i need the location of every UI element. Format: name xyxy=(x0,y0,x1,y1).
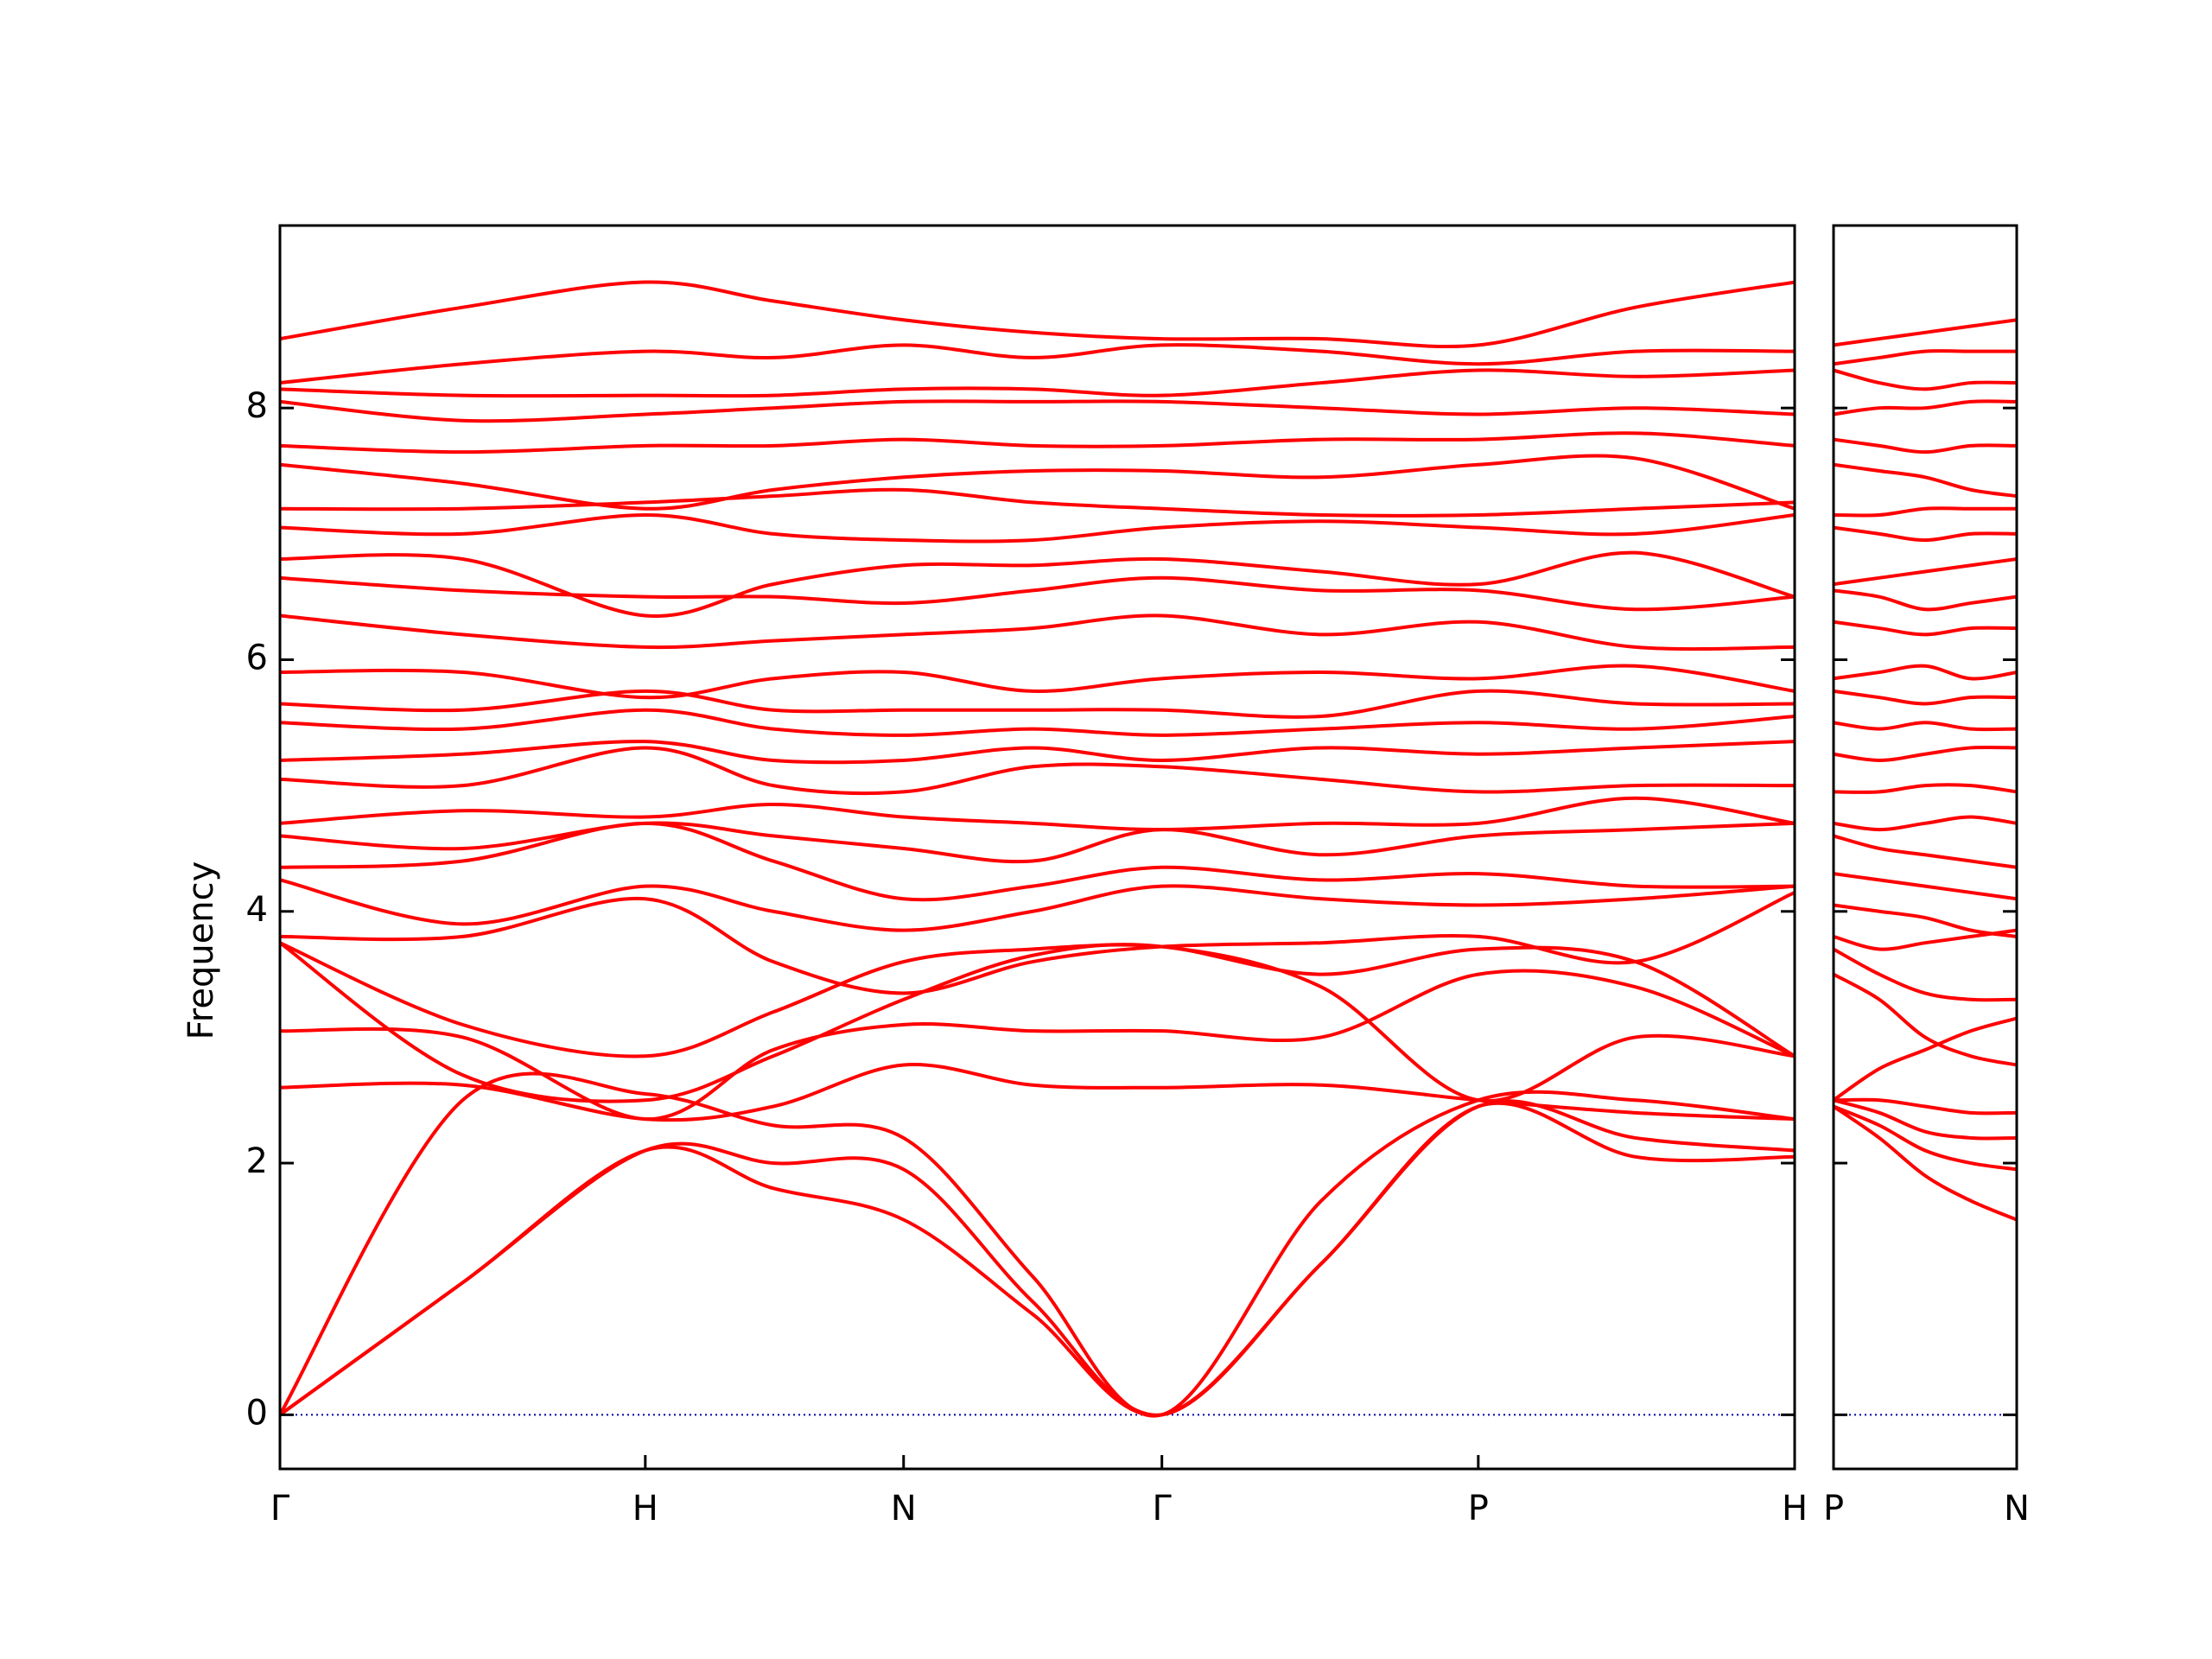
band-line xyxy=(1834,462,2017,499)
band-line xyxy=(280,664,1795,700)
band-line xyxy=(1834,1104,2017,1222)
band-line xyxy=(1834,1104,2017,1172)
band-line xyxy=(1834,745,2017,762)
x-tick-label: H xyxy=(1782,1489,1808,1529)
band-line xyxy=(1834,318,2017,347)
x-tick-label: Γ xyxy=(270,1489,290,1529)
band-line xyxy=(1834,588,2017,612)
band-line xyxy=(280,343,1795,385)
band-line xyxy=(1834,664,2017,681)
band-line xyxy=(280,796,1795,832)
band-line xyxy=(1834,815,2017,832)
band-line xyxy=(1834,349,2017,366)
band-line xyxy=(280,431,1795,454)
band-line xyxy=(280,280,1795,349)
x-tick-label: N xyxy=(2004,1489,2030,1529)
band-line xyxy=(1834,947,2017,1002)
band-line xyxy=(1834,1098,2017,1141)
band-line xyxy=(1834,399,2017,416)
plot-area xyxy=(280,280,1795,1418)
band-line xyxy=(280,1062,1795,1122)
y-tick-label: 8 xyxy=(246,386,268,426)
x-tick-label: Γ xyxy=(1153,1489,1173,1529)
band-line xyxy=(1834,928,2017,951)
axes-frame xyxy=(1832,224,2018,1471)
band-line xyxy=(1834,437,2017,454)
band-line xyxy=(280,454,1795,511)
band-line xyxy=(1834,721,2017,732)
band-line xyxy=(1834,1097,2017,1116)
band-line xyxy=(1834,525,2017,543)
band-line xyxy=(280,689,1795,719)
band-line xyxy=(280,368,1795,398)
band-line xyxy=(1834,872,2017,901)
band-line xyxy=(1834,506,2017,518)
band-line xyxy=(280,1101,1795,1417)
band-line xyxy=(280,487,1795,518)
band-line xyxy=(280,821,1795,902)
band-line xyxy=(280,746,1795,796)
y-tick-label: 6 xyxy=(246,638,268,677)
band-line xyxy=(1834,903,2017,938)
band-line xyxy=(1834,368,2017,391)
band-line xyxy=(1834,1016,2017,1102)
band-line xyxy=(1834,689,2017,706)
band-line xyxy=(280,969,1795,1122)
band-line xyxy=(280,512,1795,543)
x-tick-label: P xyxy=(1468,1489,1489,1529)
band-line xyxy=(1834,972,2017,1067)
y-tick-label: 0 xyxy=(246,1393,268,1433)
band-line xyxy=(280,613,1795,652)
band-line xyxy=(1834,556,2017,587)
axes-frame xyxy=(278,224,1796,1471)
x-tick-label: N xyxy=(891,1489,917,1529)
x-tick-label: H xyxy=(632,1489,658,1529)
band-line xyxy=(280,550,1795,619)
band-line xyxy=(280,708,1795,737)
band-line xyxy=(1834,834,2017,869)
band-line xyxy=(1834,783,2017,794)
band-line xyxy=(280,1099,1795,1418)
band-line xyxy=(280,399,1795,423)
band-line xyxy=(280,1071,1795,1418)
y-tick-label: 4 xyxy=(246,890,268,930)
plot-area xyxy=(1834,318,2017,1416)
band-line xyxy=(280,891,1795,995)
band-line xyxy=(1834,620,2017,637)
y-axis-label: Frequency xyxy=(181,861,221,1040)
band-line xyxy=(280,941,1795,1103)
y-tick-label: 2 xyxy=(246,1141,268,1181)
band-line xyxy=(280,821,1795,864)
x-tick-label: P xyxy=(1823,1489,1844,1529)
band-line xyxy=(280,740,1795,765)
band-line xyxy=(280,575,1795,612)
band-line xyxy=(280,878,1795,932)
